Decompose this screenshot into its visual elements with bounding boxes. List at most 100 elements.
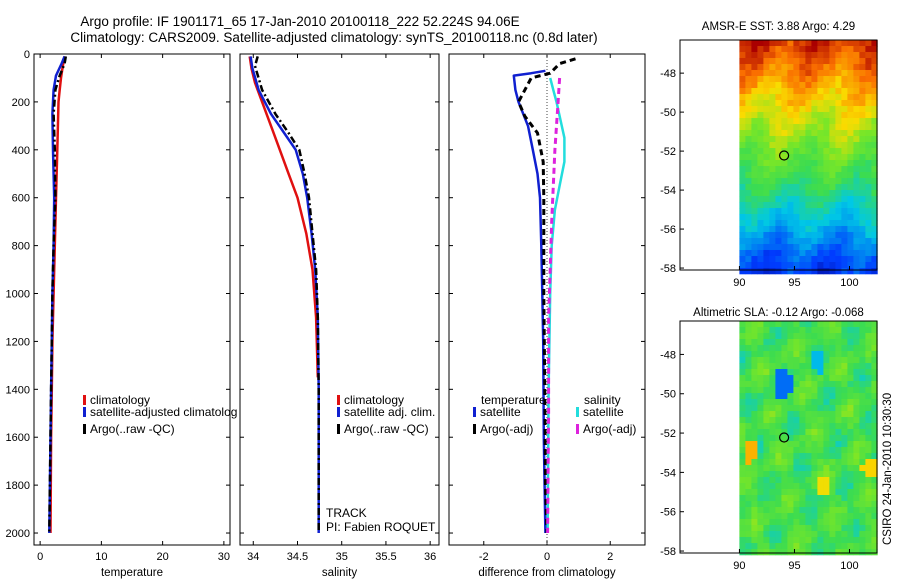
map-cell <box>763 429 770 436</box>
map-cell <box>865 399 872 406</box>
map-cell <box>751 351 758 358</box>
map-cell <box>871 112 878 119</box>
map-cell <box>745 256 752 263</box>
map-cell <box>805 441 812 448</box>
map-cell <box>751 363 758 370</box>
map-cell <box>859 118 866 125</box>
legend-argo: Argo(..raw -QC) <box>344 422 429 436</box>
map-cell <box>835 321 842 328</box>
map-cell <box>769 381 776 388</box>
map-cell <box>841 357 848 364</box>
map-cell <box>805 256 812 263</box>
map-cell <box>859 387 866 394</box>
map-cell <box>805 411 812 418</box>
map-cell <box>799 387 806 394</box>
map-cell <box>757 88 764 95</box>
map-cell <box>859 345 866 352</box>
map-cell <box>763 226 770 233</box>
map-cell <box>787 489 794 496</box>
map-cell <box>739 507 746 514</box>
map-cell <box>775 256 782 263</box>
map-cell <box>811 190 818 197</box>
map-cell <box>775 40 782 47</box>
map-cell <box>805 124 812 131</box>
map-cell <box>805 166 812 173</box>
map-cell <box>811 339 818 346</box>
map-cell <box>787 507 794 514</box>
annotation-track: TRACK <box>326 506 367 520</box>
map-cell <box>817 70 824 77</box>
map-cell <box>835 399 842 406</box>
map-cell <box>817 453 824 460</box>
map-cell <box>829 369 836 376</box>
map-cell <box>787 543 794 550</box>
legend-group-salinity: salinity <box>584 393 621 407</box>
map-cell <box>847 148 854 155</box>
map-cell <box>799 178 806 185</box>
map-cell <box>745 244 752 251</box>
map-cell <box>811 184 818 191</box>
map-cell <box>805 465 812 472</box>
map-cell <box>829 214 836 221</box>
map-cell <box>823 208 830 215</box>
map-cell <box>859 262 866 269</box>
map-cell <box>751 64 758 71</box>
map-cell <box>823 399 830 406</box>
map-cell <box>871 507 878 514</box>
map-cell <box>793 459 800 466</box>
map-cell <box>799 100 806 107</box>
map-cell <box>739 82 746 89</box>
map-cell <box>871 363 878 370</box>
map-cell <box>829 447 836 454</box>
map-cell <box>823 405 830 412</box>
map-cell <box>829 477 836 484</box>
map-cell <box>781 52 788 59</box>
legend-argo: Argo(..raw -QC) <box>90 422 175 436</box>
map-cell <box>739 471 746 478</box>
map-cell <box>763 435 770 442</box>
map-cell <box>853 196 860 203</box>
map-cell <box>769 94 776 101</box>
map-cell <box>835 489 842 496</box>
y-tick-label: -58 <box>660 263 676 275</box>
map-cell <box>793 154 800 161</box>
map-cell <box>811 459 818 466</box>
map-cell <box>769 130 776 137</box>
map-cell <box>865 393 872 400</box>
map-cell <box>805 423 812 430</box>
map-cell <box>835 262 842 269</box>
map-cell <box>847 375 854 382</box>
map-cell <box>763 363 770 370</box>
map-cell <box>799 423 806 430</box>
map-cell <box>757 333 764 340</box>
map-cell <box>865 519 872 526</box>
map-cell <box>847 411 854 418</box>
map-cell <box>799 411 806 418</box>
map-cell <box>835 441 842 448</box>
map-cell <box>781 441 788 448</box>
map-cell <box>805 64 812 71</box>
map-cell <box>835 525 842 532</box>
map-cell <box>769 202 776 209</box>
map-cell <box>739 381 746 388</box>
map-cell <box>769 256 776 263</box>
map-cell <box>835 459 842 466</box>
map-cell <box>769 232 776 239</box>
map-cell <box>769 262 776 269</box>
map-cell <box>841 519 848 526</box>
map-cell <box>811 495 818 502</box>
map-cell <box>757 184 764 191</box>
map-cell <box>757 381 764 388</box>
map-cell <box>811 399 818 406</box>
map-cell <box>841 208 848 215</box>
legend-swatch <box>473 424 476 434</box>
map-cell <box>817 148 824 155</box>
map-cell <box>859 423 866 430</box>
map-cell <box>757 178 764 185</box>
map-cell <box>781 351 788 358</box>
map-cell <box>871 339 878 346</box>
y-tick-label: -48 <box>660 68 676 80</box>
map-cell <box>745 549 752 556</box>
map-cell <box>871 417 878 424</box>
map-cell <box>811 124 818 131</box>
